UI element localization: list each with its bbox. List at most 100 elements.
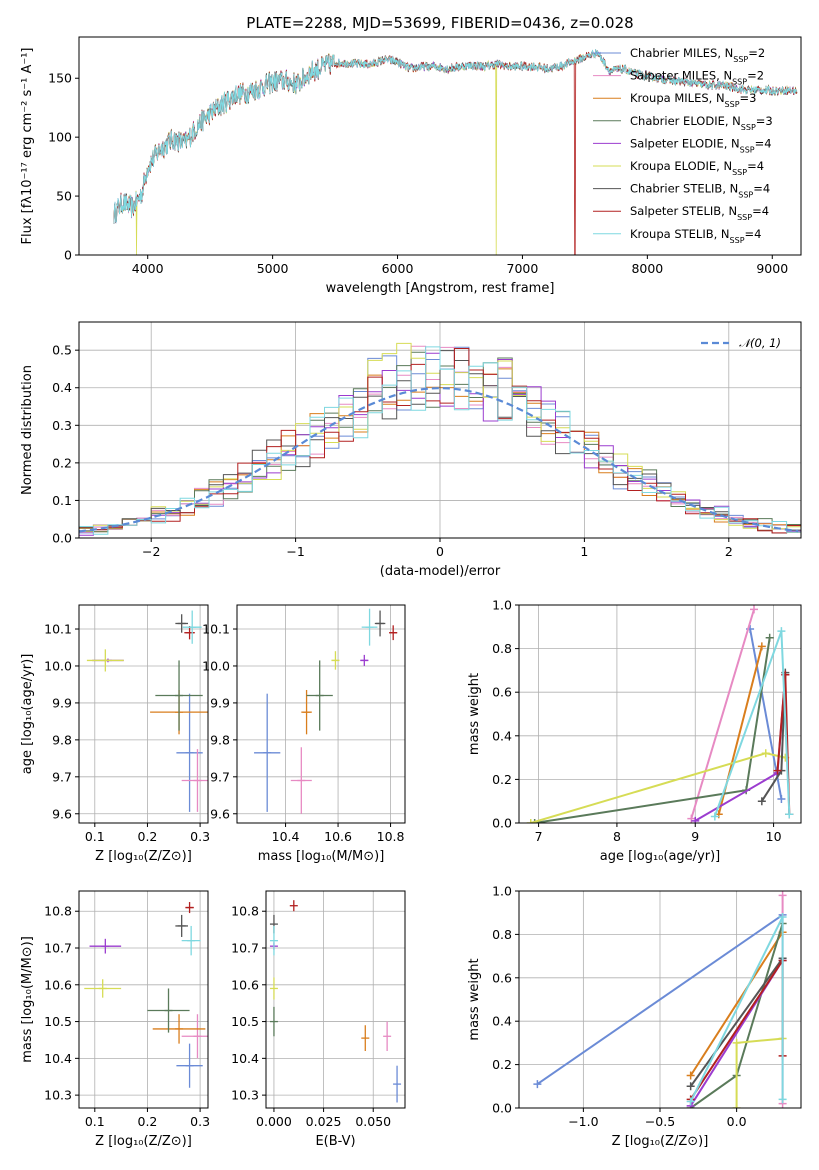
errorbar-point: [393, 1065, 402, 1103]
plot-area-massweight-vs-Z: [533, 891, 787, 1108]
spectrum-line: [113, 49, 798, 224]
y-tick-label: 0.4: [52, 380, 72, 395]
weight-line: [689, 957, 784, 1087]
x-tick-label: 0.0: [727, 1114, 747, 1129]
errorbar-point: [155, 660, 203, 731]
y-tick-label: 10.3: [231, 1088, 259, 1103]
y-tick-label: 0.8: [492, 641, 512, 656]
panel-age-vs-mass: 10.4 10.6 10.8 9.6 9.7 9.8 9.9 10.0 10.1 mass [lo…: [202, 604, 406, 864]
panel-mass-vs-Z: 0.1 0.2 0.3 10.3 10.4 10.5 10.6 10.7 10.8 Z [log₁…: [20, 890, 210, 1149]
legend-entry: Chabrier ELODIE, NSSP=3: [630, 114, 773, 132]
errorbar-point: [181, 1014, 208, 1059]
y-tick-label: 0.2: [492, 1057, 512, 1072]
y-tick-label: 10.8: [44, 904, 72, 919]
y-tick-label: 9.8: [52, 732, 72, 747]
y-tick-label: 10.5: [44, 1014, 72, 1029]
plot-area-spectrum: [113, 49, 798, 255]
y-tick-label: 9.6: [210, 806, 230, 821]
weight-line: [536, 914, 784, 1085]
x-tick-label: 0.2: [138, 1114, 158, 1129]
errorbar-point: [374, 610, 386, 637]
x-tick-label: 8: [613, 829, 621, 844]
panel-mass-vs-ebv: 0.000 0.025 0.050 10.3 10.4 10.5 10.6 10.7 10.8 E…: [231, 890, 406, 1149]
x-tick-label: 0.1: [85, 829, 105, 844]
x-tick-label: 0.3: [190, 1114, 210, 1129]
y-tick-label: 9.6: [52, 806, 72, 821]
y-tick-label: 10.7: [231, 941, 259, 956]
x-tick-label: 0: [436, 544, 444, 559]
weight-marker: [710, 812, 719, 821]
y-tick-label: 1.0: [492, 598, 512, 613]
x-tick-label: 7: [535, 829, 543, 844]
legend-entry: Chabrier STELIB, NSSP=4: [630, 182, 770, 200]
histogram-series: [79, 346, 801, 537]
y-tick-label: 0.4: [492, 728, 512, 743]
panel-massweight-vs-age: 7 8 9 10 0.0 0.2 0.4 0.6 0.8 1.0 age [log₁₀(age/yr…: [467, 598, 802, 864]
y-tick-label: 0.0: [492, 1101, 512, 1116]
errorbar-point: [86, 649, 124, 672]
y-tick-label: 10.0: [202, 658, 230, 673]
errorbar-point: [383, 1021, 392, 1051]
normal-curve: [79, 386, 799, 533]
y-tick-label: 9.8: [210, 732, 230, 747]
x-tick-label: 0.000: [256, 1114, 292, 1129]
errorbar-point: [184, 626, 195, 640]
y-tick-label: 10.6: [231, 977, 259, 992]
legend-entry: Kroupa MILES, NSSP=3: [630, 91, 756, 109]
errorbar-point: [289, 900, 298, 912]
weight-marker: [691, 816, 700, 823]
x-tick-label: 10.6: [324, 829, 352, 844]
x-tick-label: 0.050: [355, 1114, 391, 1129]
legend-entry: Salpeter MILES, NSSP=2: [630, 69, 764, 87]
y-tick-label: 0: [64, 248, 72, 263]
y-tick-label: 0.0: [52, 531, 72, 546]
y-axis-label: Normed distribution: [20, 365, 35, 495]
axes-frame: [236, 604, 406, 824]
y-tick-label: 100: [48, 130, 72, 145]
plot-area-age-vs-Z: [86, 610, 208, 812]
weight-marker: [785, 810, 794, 819]
x-axis-label: Z [log₁₀(Z/Z⊙)]: [95, 849, 192, 864]
y-axis-label: mass [log₁₀(M/M⊙)]: [20, 936, 35, 1063]
weight-marker: [533, 1080, 542, 1089]
panel-residual-hist: −2 −1 0 1 2 0.0 0.1 0.2 0.3 0.4 0.5 (data-model)/er…: [20, 321, 802, 579]
x-axis-label: (data-model)/error: [380, 564, 501, 579]
y-tick-label: 10.6: [44, 977, 72, 992]
x-tick-label: 10: [766, 829, 782, 844]
axes-frame: [78, 890, 209, 1109]
y-tick-label: 10.3: [44, 1088, 72, 1103]
x-axis-label: mass [log₁₀(M/M⊙)]: [258, 849, 385, 864]
weight-marker: [530, 819, 539, 823]
weight-marker: [732, 1104, 741, 1108]
x-tick-label: −2: [142, 544, 160, 559]
x-tick-label: 4000: [132, 261, 164, 276]
errorbar-point: [89, 938, 122, 954]
errorbar-point: [182, 610, 202, 644]
x-tick-label: 0.3: [190, 829, 210, 844]
y-tick-label: 9.9: [52, 695, 72, 710]
y-axis-label: mass weight: [467, 673, 482, 755]
weight-marker: [778, 891, 787, 900]
y-tick-label: 0.3: [52, 418, 72, 433]
errorbar-point: [175, 914, 188, 937]
y-tick-label: 0.5: [52, 343, 72, 358]
weight-marker: [777, 795, 786, 804]
errorbar-point: [254, 693, 281, 812]
plot-area-mass-vs-ebv: [269, 900, 402, 1103]
x-tick-label: 0.025: [306, 1114, 342, 1129]
weight-marker: [686, 1082, 695, 1091]
errorbar-point: [175, 614, 188, 633]
plot-area-mass-vs-Z: [84, 902, 208, 1088]
legend-entry: Chabrier MILES, NSSP=2: [630, 46, 765, 64]
x-tick-label: −0.5: [645, 1114, 675, 1129]
x-tick-label: 9000: [756, 261, 788, 276]
errorbar-point: [181, 925, 201, 956]
weight-marker: [761, 749, 770, 758]
x-tick-label: 1: [580, 544, 588, 559]
x-tick-label: 8000: [631, 261, 663, 276]
weight-line: [690, 609, 755, 819]
y-axis-label: mass weight: [467, 958, 482, 1040]
y-tick-label: 150: [48, 71, 72, 86]
weight-marker: [686, 1071, 695, 1080]
weight-marker: [757, 797, 766, 806]
